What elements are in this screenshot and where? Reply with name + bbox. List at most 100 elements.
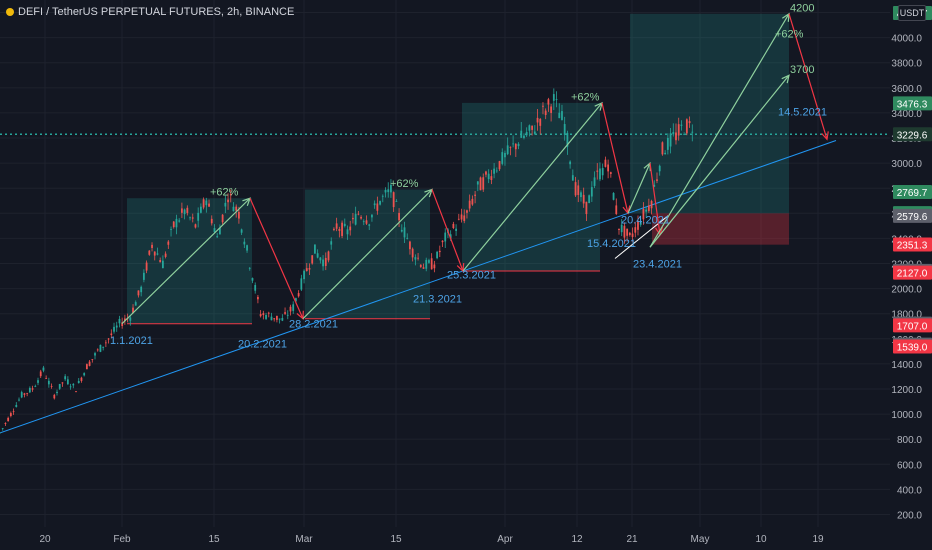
candle-body (189, 217, 191, 219)
candle-body (485, 171, 487, 175)
candle-body (428, 260, 430, 263)
target-arrow-head (781, 74, 790, 84)
candle-body (474, 194, 476, 196)
candle-body (202, 199, 205, 208)
candle-body (335, 223, 338, 229)
y-tick-label: 3600.0 (891, 84, 922, 95)
y-tick-label: 3400.0 (891, 109, 922, 120)
candle-body (96, 349, 99, 351)
chart-annotation: +62% (210, 187, 239, 199)
price-label-box (893, 339, 932, 354)
candle-body (639, 221, 642, 225)
candle-body (99, 344, 102, 352)
candle-body (368, 224, 371, 226)
candle-body (381, 195, 384, 197)
chart-annotation: +62% (390, 178, 419, 190)
candle-body (341, 222, 343, 236)
candle-body (34, 386, 37, 388)
chart-title-text: DEFI / TetherUS PERPETUAL FUTURES, 2h, B… (18, 6, 295, 18)
candle-body (297, 293, 300, 297)
candle-body (246, 245, 248, 251)
candle-body (88, 361, 91, 366)
price-label: 2769.7 (897, 188, 928, 199)
candle-body (39, 371, 42, 377)
candle-body (132, 307, 134, 313)
projection-arrow-head (821, 131, 829, 141)
candle-body (580, 192, 582, 198)
candle-body (58, 383, 61, 389)
candle-body (85, 364, 88, 370)
projection-arrow (788, 13, 828, 140)
candle-body (327, 251, 330, 261)
candle-body (12, 411, 15, 413)
candle-body (395, 201, 398, 202)
chart-title: DEFI / TetherUS PERPETUAL FUTURES, 2h, B… (6, 6, 294, 18)
candle-body (571, 175, 574, 181)
candle-body (387, 189, 390, 193)
candle-body (134, 302, 137, 306)
profit-zone (462, 102, 600, 272)
candle-body (669, 133, 672, 147)
candle-body (248, 267, 251, 269)
candle-body (637, 221, 639, 230)
candle-body (153, 251, 156, 256)
candle-body (680, 124, 683, 126)
candle-body (365, 220, 368, 224)
candle-body (392, 192, 395, 208)
candle-body (251, 278, 254, 281)
candle-body (281, 317, 284, 321)
candle-body (148, 250, 151, 255)
candle-body (596, 170, 599, 172)
y-tick-label: 200.0 (897, 510, 922, 521)
price-series (0, 88, 694, 434)
candle-body (615, 205, 618, 214)
x-tick-label: Feb (113, 534, 131, 545)
currency-button[interactable]: USDT (898, 5, 926, 21)
candle-body (26, 393, 29, 394)
candle-body (376, 203, 379, 211)
candle-body (604, 159, 607, 167)
x-tick-label: 12 (571, 534, 583, 545)
candle-body (642, 208, 645, 220)
down-arrow (431, 189, 464, 272)
candle-body (28, 387, 31, 393)
candle-body (371, 214, 373, 218)
y-tick-label: 1400.0 (891, 360, 922, 371)
y-tick-label: 800.0 (897, 435, 922, 446)
price-label-box (893, 96, 932, 111)
candle-body (0, 432, 1, 434)
candle-body (172, 221, 175, 228)
candle-body (303, 270, 305, 280)
candle-body (452, 223, 455, 229)
candle-body (520, 130, 523, 138)
candle-body (482, 177, 485, 190)
candle-body (183, 209, 186, 215)
y-tick-label: 2000.0 (891, 285, 922, 296)
candle-body (536, 117, 539, 123)
candle-body (403, 227, 406, 238)
candle-body (430, 258, 433, 270)
chart-grid (0, 0, 890, 527)
candle-body (156, 253, 159, 255)
candle-body (80, 377, 83, 381)
candle-body (142, 272, 145, 280)
candle-body (512, 143, 515, 145)
profit-zone (630, 13, 789, 214)
candle-body (292, 304, 295, 311)
candle-body (623, 225, 626, 238)
candle-body (238, 211, 240, 219)
candle-body (653, 184, 656, 187)
candle-body (436, 251, 438, 259)
candle-body (590, 187, 593, 197)
chart-annotation: 21.3.2021 (413, 293, 462, 305)
y-tick-label: 3800.0 (891, 59, 922, 70)
candle-body (528, 125, 531, 131)
stop-zone (652, 213, 789, 245)
symbol-icon (6, 8, 14, 16)
candle-body (400, 229, 403, 232)
candle-body (94, 353, 96, 356)
target-arrow (649, 13, 790, 248)
chart-annotation: 14.5.2021 (778, 106, 827, 118)
chart-annotation: 3700 (790, 64, 814, 76)
